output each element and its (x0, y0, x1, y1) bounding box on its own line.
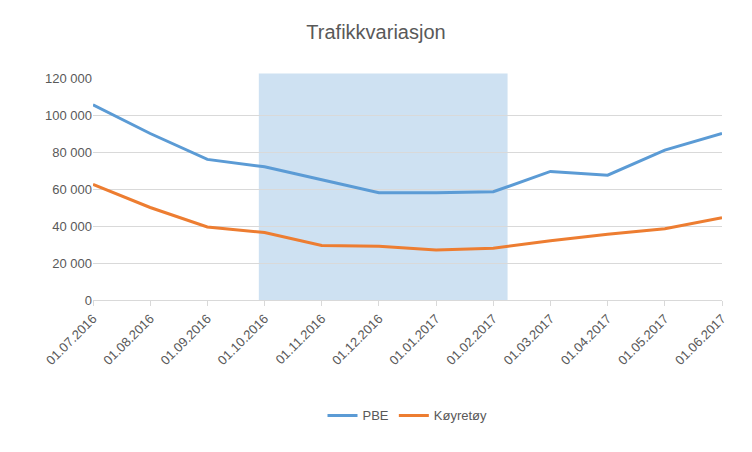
svg-text:80 000: 80 000 (52, 145, 92, 160)
svg-text:01.03.2017: 01.03.2017 (501, 311, 558, 368)
svg-text:01.01.2017: 01.01.2017 (386, 311, 443, 368)
svg-text:Trafikkvariasjon: Trafikkvariasjon (306, 21, 445, 43)
svg-text:100 000: 100 000 (45, 108, 92, 123)
svg-text:01.11.2016: 01.11.2016 (273, 311, 329, 367)
svg-text:PBE: PBE (363, 408, 389, 423)
svg-text:01.05.2017: 01.05.2017 (615, 311, 672, 368)
svg-text:01.02.2017: 01.02.2017 (443, 311, 500, 368)
svg-text:01.10.2016: 01.10.2016 (215, 311, 272, 368)
svg-text:01.07.2016: 01.07.2016 (43, 311, 100, 368)
svg-text:01.06.2017: 01.06.2017 (672, 311, 729, 368)
svg-text:01.09.2016: 01.09.2016 (157, 311, 214, 368)
svg-text:01.08.2016: 01.08.2016 (100, 311, 157, 368)
svg-text:20 000: 20 000 (52, 256, 92, 271)
svg-text:60 000: 60 000 (52, 182, 92, 197)
svg-text:120 000: 120 000 (45, 71, 92, 86)
svg-text:01.04.2017: 01.04.2017 (558, 311, 615, 368)
svg-text:Køyretøy: Køyretøy (434, 408, 487, 423)
svg-text:0: 0 (85, 293, 92, 308)
svg-text:40 000: 40 000 (52, 219, 92, 234)
svg-text:01.12.2016: 01.12.2016 (329, 311, 386, 368)
